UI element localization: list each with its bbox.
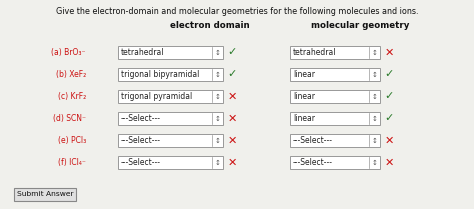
Text: (f) ICl₄⁻: (f) ICl₄⁻: [58, 158, 86, 167]
Text: ---Select---: ---Select---: [121, 158, 161, 167]
FancyBboxPatch shape: [290, 90, 380, 103]
Text: ↕: ↕: [215, 50, 220, 56]
Text: ✕: ✕: [384, 158, 394, 167]
Text: electron domain: electron domain: [170, 21, 250, 30]
Text: ↕: ↕: [372, 71, 377, 78]
Text: linear: linear: [293, 114, 315, 123]
Text: ✕: ✕: [384, 135, 394, 145]
Text: ---Select---: ---Select---: [293, 158, 333, 167]
FancyBboxPatch shape: [118, 90, 223, 103]
Text: ↕: ↕: [372, 159, 377, 166]
Text: ---Select---: ---Select---: [121, 136, 161, 145]
FancyBboxPatch shape: [118, 46, 223, 59]
Text: molecular geometry: molecular geometry: [311, 21, 409, 30]
Text: ✓: ✓: [384, 113, 394, 124]
Text: ↕: ↕: [372, 50, 377, 56]
Text: ✓: ✓: [228, 70, 237, 79]
Text: tetrahedral: tetrahedral: [293, 48, 337, 57]
FancyBboxPatch shape: [14, 188, 76, 201]
Text: ✓: ✓: [228, 47, 237, 57]
Text: trigonal pyramidal: trigonal pyramidal: [121, 92, 192, 101]
Text: ✕: ✕: [384, 47, 394, 57]
FancyBboxPatch shape: [118, 112, 223, 125]
Text: ---Select---: ---Select---: [121, 114, 161, 123]
Text: ↕: ↕: [372, 138, 377, 144]
Text: tetrahedral: tetrahedral: [121, 48, 164, 57]
FancyBboxPatch shape: [118, 68, 223, 81]
Text: ↕: ↕: [215, 159, 220, 166]
Text: ↕: ↕: [215, 138, 220, 144]
Text: ↕: ↕: [372, 93, 377, 99]
Text: linear: linear: [293, 92, 315, 101]
Text: ✕: ✕: [228, 158, 237, 167]
Text: ↕: ↕: [372, 116, 377, 121]
Text: (e) PCl₃: (e) PCl₃: [58, 136, 86, 145]
FancyBboxPatch shape: [290, 156, 380, 169]
Text: (b) XeF₂: (b) XeF₂: [56, 70, 86, 79]
Text: (c) KrF₂: (c) KrF₂: [58, 92, 86, 101]
FancyBboxPatch shape: [290, 112, 380, 125]
Text: ✓: ✓: [384, 92, 394, 102]
Text: ---Select---: ---Select---: [293, 136, 333, 145]
Text: ✓: ✓: [384, 70, 394, 79]
FancyBboxPatch shape: [290, 134, 380, 147]
Text: (d) SCN⁻: (d) SCN⁻: [53, 114, 86, 123]
Text: Submit Answer: Submit Answer: [17, 191, 73, 198]
Text: ↕: ↕: [215, 93, 220, 99]
FancyBboxPatch shape: [290, 68, 380, 81]
Text: ✕: ✕: [228, 92, 237, 102]
Text: linear: linear: [293, 70, 315, 79]
Text: ✕: ✕: [228, 113, 237, 124]
FancyBboxPatch shape: [118, 156, 223, 169]
Text: trigonal bipyramidal: trigonal bipyramidal: [121, 70, 200, 79]
Text: ↕: ↕: [215, 116, 220, 121]
Text: ↕: ↕: [215, 71, 220, 78]
Text: ✕: ✕: [228, 135, 237, 145]
Text: Give the electron-domain and molecular geometries for the following molecules an: Give the electron-domain and molecular g…: [56, 7, 418, 16]
FancyBboxPatch shape: [290, 46, 380, 59]
FancyBboxPatch shape: [118, 134, 223, 147]
Text: (a) BrO₃⁻: (a) BrO₃⁻: [52, 48, 86, 57]
